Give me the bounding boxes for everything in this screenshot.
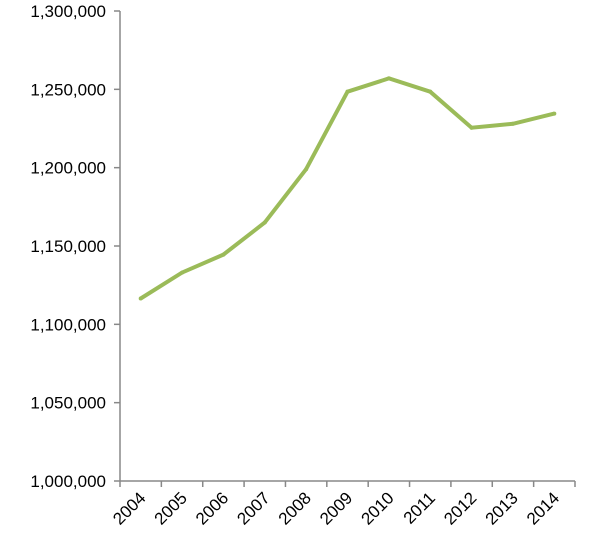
y-tick-label: 1,100,000 <box>30 315 106 334</box>
x-tick-label: 2008 <box>275 488 315 528</box>
y-tick-label: 1,050,000 <box>30 394 106 413</box>
data-point <box>138 296 143 301</box>
x-tick-label: 2012 <box>440 488 480 528</box>
x-tick-label: 2005 <box>151 488 191 528</box>
x-tick-label: 2011 <box>400 488 439 527</box>
y-tick-label: 1,000,000 <box>30 472 106 491</box>
data-point <box>262 220 267 225</box>
plot-area <box>138 76 557 301</box>
series-line <box>139 76 555 301</box>
data-point <box>552 111 557 116</box>
data-point <box>428 89 433 94</box>
x-tick-label: 2006 <box>192 488 232 528</box>
y-axis: 1,000,000 1,050,000 1,100,000 1,150,000 1,20… <box>30 2 121 491</box>
data-point <box>510 121 515 126</box>
data-point <box>469 125 474 130</box>
y-tick-label: 1,250,000 <box>30 80 106 99</box>
data-point <box>180 270 185 275</box>
y-tick-label: 1,200,000 <box>30 159 106 178</box>
data-point <box>386 76 391 81</box>
x-tick-label: 2004 <box>109 488 149 528</box>
x-axis: 2004 2005 2006 2007 2008 2009 2010 2011 2012 2013… <box>109 480 576 529</box>
y-tick-label: 1,300,000 <box>30 2 106 21</box>
data-point <box>221 252 226 257</box>
data-point <box>345 89 350 94</box>
data-point <box>304 167 309 172</box>
x-tick-label: 2013 <box>482 488 522 528</box>
x-tick-label: 2014 <box>523 488 563 528</box>
x-tick-label: 2009 <box>316 488 356 528</box>
x-tick-label: 2007 <box>233 488 273 528</box>
y-tick-label: 1,150,000 <box>30 237 106 256</box>
x-tick-label: 2010 <box>358 488 398 528</box>
